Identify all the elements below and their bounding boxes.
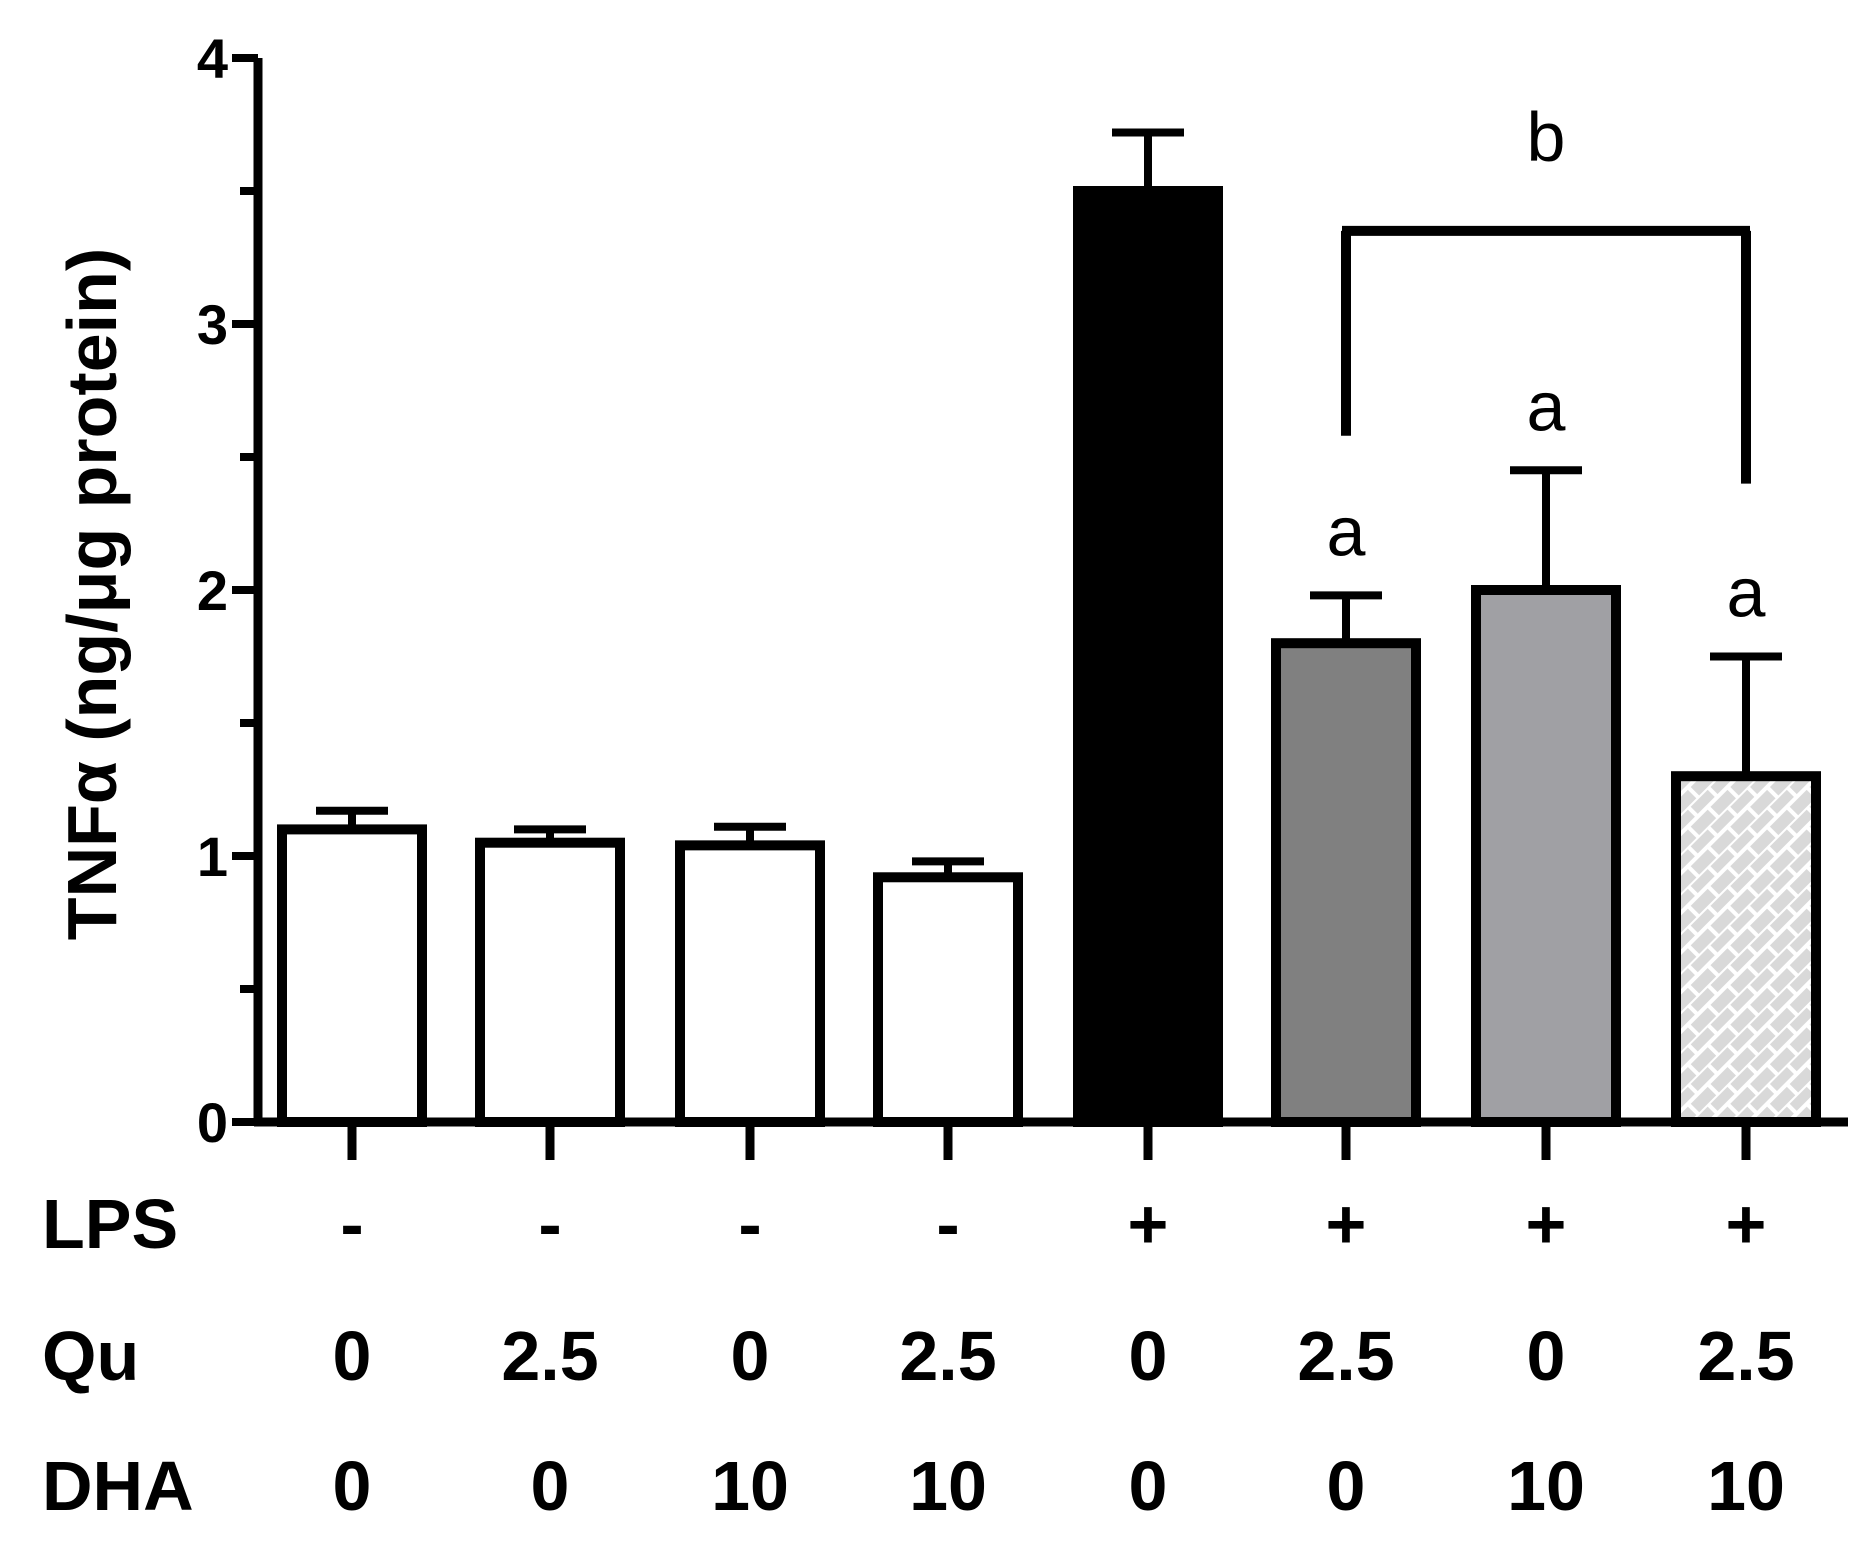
bar-1 (277, 824, 427, 1128)
condition-value-qu-8: 2.5 (1697, 1317, 1794, 1395)
bar-3 (675, 840, 825, 1127)
y-tick-label-4: 4 (197, 27, 228, 90)
condition-value-qu-6: 2.5 (1297, 1317, 1394, 1395)
y-tick-label-0: 0 (197, 1091, 228, 1154)
condition-label-dha: DHA (42, 1447, 194, 1525)
condition-value-lps-5: + (1128, 1185, 1169, 1263)
y-axis-title: TNFα (ng/μg protein) (53, 248, 131, 940)
condition-value-dha-1: 0 (333, 1447, 372, 1525)
condition-value-lps-3: - (738, 1185, 761, 1263)
y-tick-label-2: 2 (197, 559, 228, 622)
sig-label-bar-7: a (1527, 367, 1566, 445)
condition-value-qu-2: 2.5 (501, 1317, 598, 1395)
condition-value-lps-6: + (1326, 1185, 1367, 1263)
bar-6 (1271, 638, 1421, 1127)
condition-label-lps: LPS (42, 1185, 178, 1263)
condition-value-lps-8: + (1726, 1185, 1767, 1263)
bar-7 (1471, 585, 1621, 1127)
condition-value-lps-7: + (1526, 1185, 1567, 1263)
bar-8 (1671, 771, 1821, 1127)
condition-value-qu-1: 0 (333, 1317, 372, 1395)
y-tick-label-1: 1 (197, 825, 228, 888)
condition-value-dha-7: 10 (1507, 1447, 1585, 1525)
condition-value-dha-8: 10 (1707, 1447, 1785, 1525)
bar-2 (475, 837, 625, 1127)
condition-value-dha-5: 0 (1129, 1447, 1168, 1525)
sig-label-bar-8: a (1727, 554, 1766, 632)
condition-value-lps-1: - (340, 1185, 363, 1263)
condition-value-dha-2: 0 (531, 1447, 570, 1525)
condition-value-qu-5: 0 (1129, 1317, 1168, 1395)
condition-value-lps-2: - (538, 1185, 561, 1263)
bracket-label: b (1527, 98, 1566, 176)
plot-area: 0 1 2 3 4 TNFα (ng/μg protein) a a a b LPS - - - - + + + +… (42, 27, 1848, 1525)
condition-value-dha-6: 0 (1327, 1447, 1366, 1525)
sig-label-bar-6: a (1327, 492, 1366, 570)
condition-value-dha-4: 10 (909, 1447, 987, 1525)
condition-label-qu: Qu (42, 1317, 139, 1395)
condition-value-lps-4: - (936, 1185, 959, 1263)
bar-5 (1073, 186, 1223, 1127)
condition-value-dha-3: 10 (711, 1447, 789, 1525)
y-tick-label-3: 3 (197, 293, 228, 356)
condition-value-qu-7: 0 (1527, 1317, 1566, 1395)
condition-value-qu-3: 0 (731, 1317, 770, 1395)
bar-4 (873, 872, 1023, 1128)
condition-value-qu-4: 2.5 (899, 1317, 996, 1395)
